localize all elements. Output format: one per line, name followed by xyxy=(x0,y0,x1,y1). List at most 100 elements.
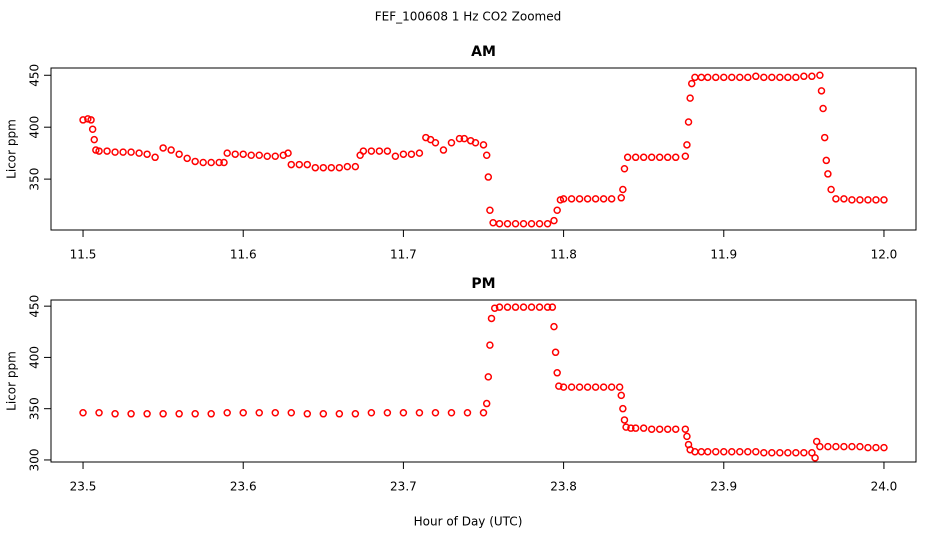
point xyxy=(383,409,392,417)
x-tick-label: 11.6 xyxy=(230,248,257,262)
point xyxy=(631,424,640,432)
point xyxy=(351,410,360,418)
point xyxy=(127,148,135,156)
point xyxy=(486,206,494,215)
point xyxy=(135,149,143,157)
point xyxy=(383,147,392,155)
point xyxy=(527,220,536,228)
point xyxy=(535,303,544,311)
point xyxy=(199,158,207,167)
point xyxy=(681,425,690,433)
point xyxy=(543,303,552,311)
point xyxy=(812,437,821,446)
point xyxy=(431,139,440,147)
x-tick-label: 23.6 xyxy=(230,480,257,494)
point xyxy=(864,443,872,452)
plot-frame xyxy=(50,299,917,463)
point xyxy=(487,314,496,323)
x-tick-label: 24.0 xyxy=(871,480,898,494)
point xyxy=(820,133,829,142)
point xyxy=(159,410,167,418)
point xyxy=(484,173,493,181)
point xyxy=(671,153,680,162)
point xyxy=(617,391,626,400)
plot-frame xyxy=(50,67,917,231)
point xyxy=(111,410,119,418)
point xyxy=(691,73,699,82)
point xyxy=(375,147,384,155)
point xyxy=(103,147,111,155)
point xyxy=(704,447,712,456)
point xyxy=(367,147,376,155)
point xyxy=(463,409,472,417)
point xyxy=(167,146,175,154)
point xyxy=(482,151,491,159)
point xyxy=(687,79,696,88)
point xyxy=(151,153,159,162)
point xyxy=(175,150,183,158)
point xyxy=(343,162,352,171)
point xyxy=(607,195,616,203)
point xyxy=(90,135,98,144)
point xyxy=(239,150,247,158)
point xyxy=(527,303,536,311)
point xyxy=(295,160,304,169)
point xyxy=(519,303,528,311)
point xyxy=(79,116,87,124)
point xyxy=(95,409,103,417)
x-tick-label: 11.5 xyxy=(70,248,97,262)
point xyxy=(686,94,694,102)
point xyxy=(575,383,584,391)
point xyxy=(683,141,691,149)
x-tick-label: 12.0 xyxy=(871,248,898,262)
y-tick-label: 400 xyxy=(28,116,42,139)
point xyxy=(471,139,480,147)
point xyxy=(88,125,97,134)
point xyxy=(555,382,563,390)
point xyxy=(567,383,576,391)
point xyxy=(712,73,720,82)
point xyxy=(800,72,808,81)
point xyxy=(848,196,856,204)
point xyxy=(247,151,255,159)
point xyxy=(239,409,247,417)
point xyxy=(503,220,512,228)
point xyxy=(800,449,808,457)
point xyxy=(511,220,520,228)
point xyxy=(490,304,499,312)
point xyxy=(663,153,672,162)
point xyxy=(556,196,565,204)
point xyxy=(728,73,736,82)
point xyxy=(486,341,494,349)
point xyxy=(681,152,690,161)
point xyxy=(712,447,720,456)
point xyxy=(663,425,672,433)
point xyxy=(856,196,864,204)
point xyxy=(704,73,712,82)
point xyxy=(697,447,706,456)
point xyxy=(503,303,512,311)
point xyxy=(535,220,544,228)
point xyxy=(143,150,151,158)
point xyxy=(255,409,263,417)
point xyxy=(768,449,776,457)
point xyxy=(627,424,635,432)
point xyxy=(620,164,629,173)
y-tick-label: 300 xyxy=(28,448,42,471)
x-tick-label: 11.8 xyxy=(550,248,577,262)
figure-title: FEF_100608 1 Hz CO2 Zoomed xyxy=(375,10,561,24)
point xyxy=(824,442,832,451)
x-tick-label: 11.7 xyxy=(390,248,417,262)
point xyxy=(840,442,848,451)
point xyxy=(655,153,664,162)
point xyxy=(460,134,469,143)
point xyxy=(119,148,127,156)
point xyxy=(567,195,576,203)
point xyxy=(351,162,360,171)
x-tick-label: 11.9 xyxy=(710,248,737,262)
point xyxy=(736,73,744,82)
point xyxy=(479,141,488,149)
point xyxy=(744,447,752,456)
x-tick-label: 23.8 xyxy=(550,480,577,494)
point xyxy=(631,153,640,162)
